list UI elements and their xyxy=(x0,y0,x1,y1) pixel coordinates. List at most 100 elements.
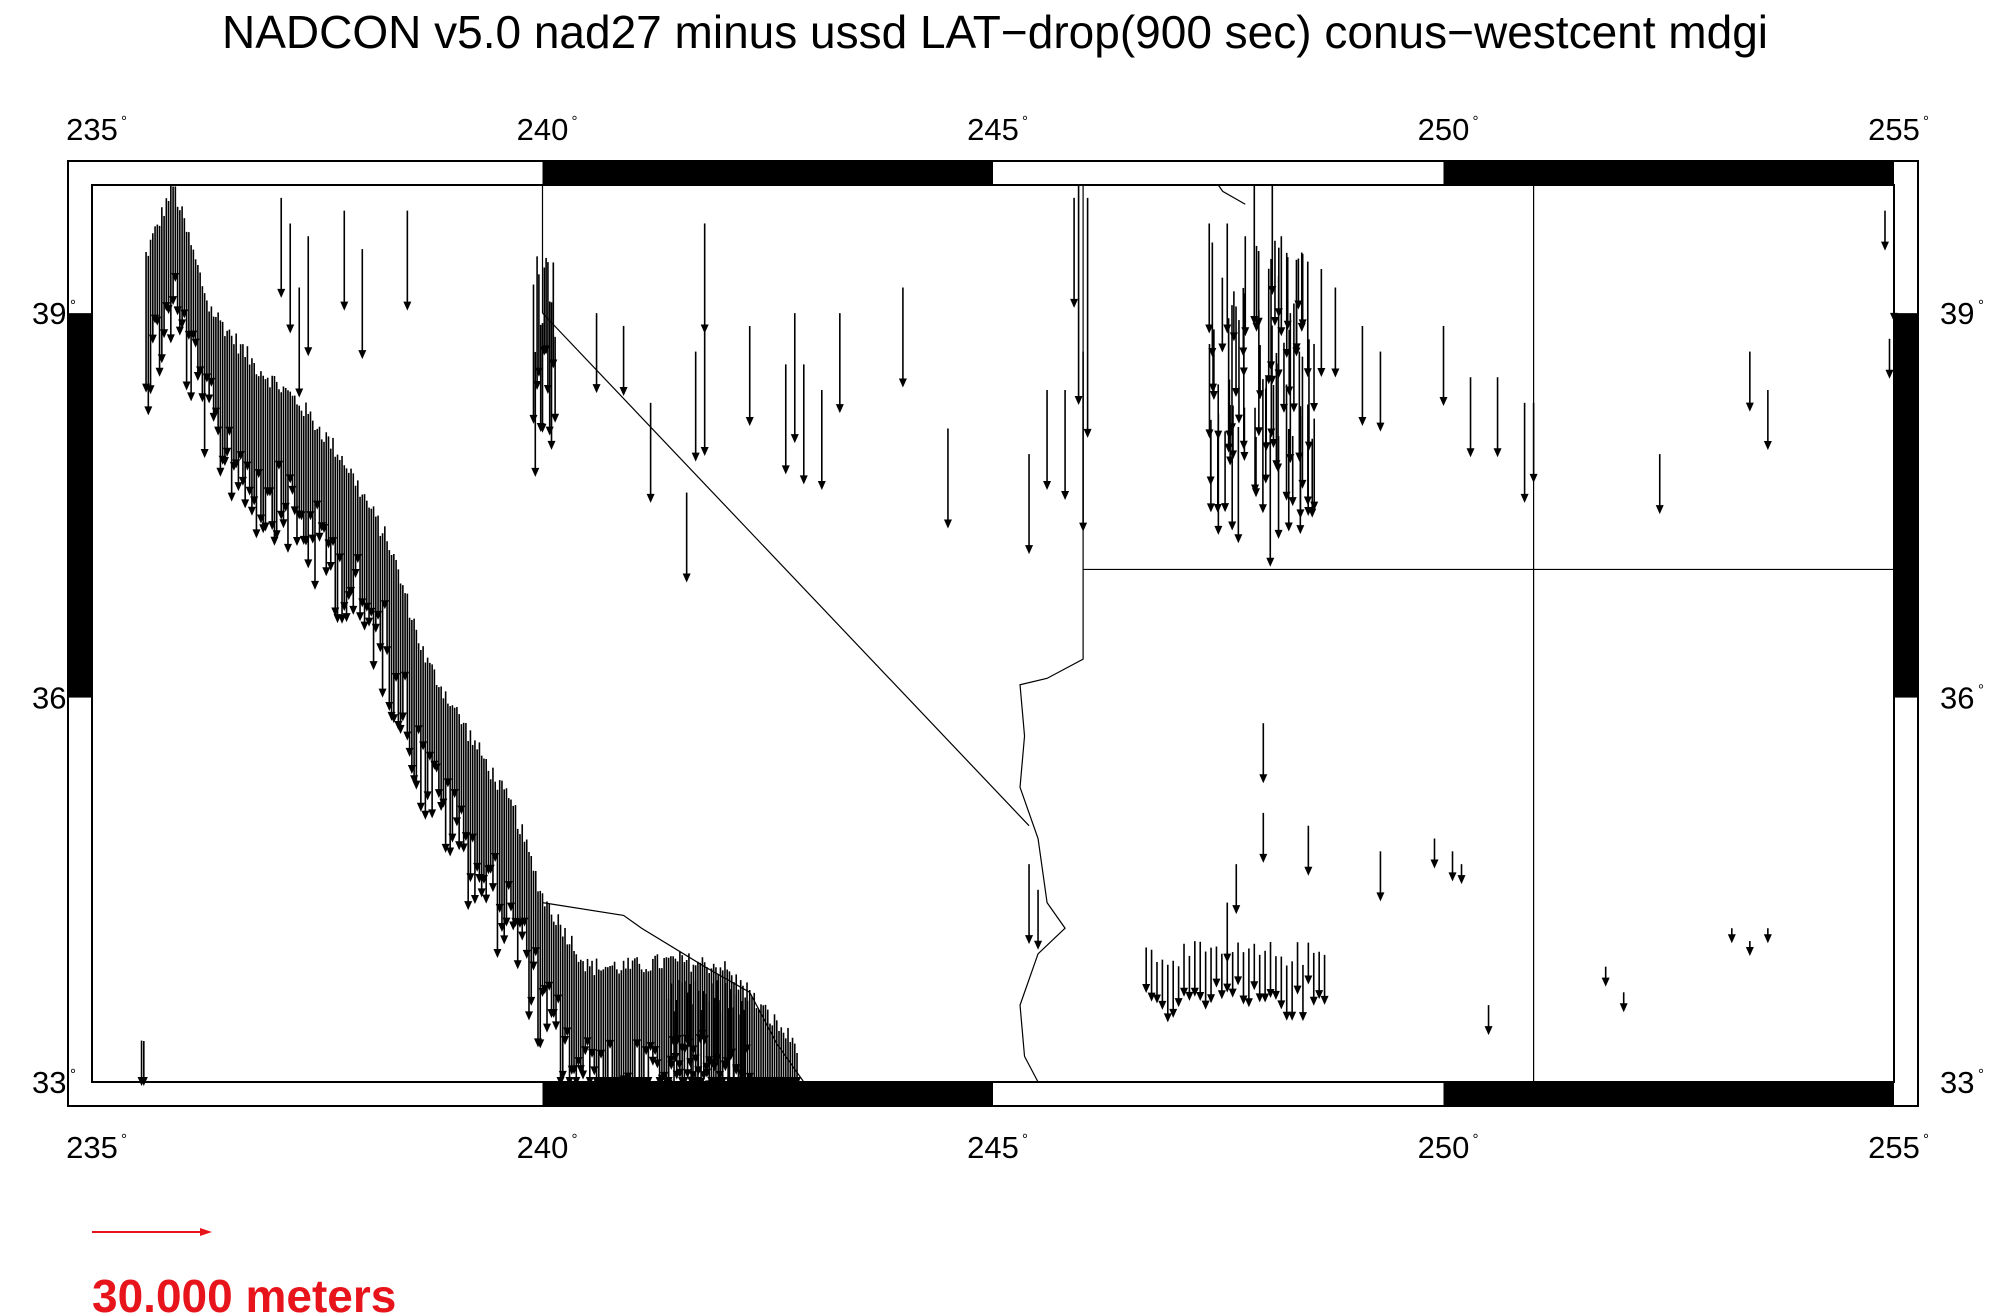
vector-head xyxy=(670,1085,679,1095)
vector-head xyxy=(1259,853,1268,863)
vector-arrow xyxy=(1255,954,1264,1003)
vector-arrow xyxy=(205,311,214,404)
vector-head xyxy=(1258,504,1267,514)
vector-head xyxy=(144,406,153,416)
vector-head xyxy=(261,522,270,532)
vector-head xyxy=(1292,347,1301,357)
vector-arrow xyxy=(565,944,574,1086)
vector-arrow xyxy=(579,961,588,1080)
lon-tick-top-235: 235 xyxy=(66,112,118,147)
vector-head xyxy=(1239,347,1248,357)
vector-head xyxy=(551,413,560,423)
vector-arrow xyxy=(169,186,178,306)
vector-head xyxy=(543,1023,552,1033)
vector-head xyxy=(1296,525,1305,535)
lat-tick-left-36: 36 xyxy=(32,681,66,716)
vector-head xyxy=(675,1060,684,1070)
vector-head xyxy=(304,347,313,357)
vector-head xyxy=(529,414,538,424)
vector-head xyxy=(1308,508,1317,518)
vector-arrow xyxy=(1885,338,1894,379)
vector-head xyxy=(646,493,655,503)
vector-head xyxy=(369,661,378,671)
vector-head xyxy=(1331,368,1340,378)
vector-head xyxy=(351,568,360,578)
vector-head xyxy=(531,467,540,477)
vector-head xyxy=(1303,368,1312,378)
vector-head xyxy=(1282,1011,1291,1021)
vector-arrow xyxy=(1317,268,1326,378)
vector-arrow xyxy=(1520,402,1529,503)
vector-arrow xyxy=(1304,942,1313,985)
vector-head xyxy=(358,350,367,360)
vector-arrow xyxy=(1529,402,1538,483)
vector-head xyxy=(459,843,468,853)
vector-head xyxy=(619,386,628,396)
vector-head xyxy=(1213,503,1222,513)
vector-arrow xyxy=(1239,287,1248,357)
lat-tick-left-36-degree: ° xyxy=(70,682,76,699)
vector-arrow xyxy=(1241,236,1250,337)
ca-nv-border-diagonal xyxy=(542,312,1030,827)
vector-arrow xyxy=(1147,949,1156,1002)
vector-head xyxy=(365,617,374,627)
vector-head xyxy=(1209,391,1218,401)
vector-arrow xyxy=(500,789,509,945)
vector-arrow xyxy=(1266,434,1275,567)
vector-arrow xyxy=(1213,436,1222,513)
vector-head xyxy=(1228,450,1237,460)
vector-arrow xyxy=(533,256,542,390)
vector-head xyxy=(423,791,432,801)
vector-arrow xyxy=(1267,356,1276,438)
vector-head xyxy=(1239,995,1248,1005)
lon-tick-bottom-245-degree: ° xyxy=(1022,1131,1028,1148)
vector-head xyxy=(1180,987,1189,997)
vector-head xyxy=(1207,994,1216,1004)
four-corners-lines xyxy=(1082,185,1894,571)
vector-head xyxy=(322,567,331,577)
vector-arrow xyxy=(1207,947,1216,1004)
vector-arrow xyxy=(1266,941,1275,999)
vector-arrow xyxy=(270,376,279,546)
vector-arrow xyxy=(592,313,601,394)
vector-head xyxy=(572,1077,581,1086)
vector-head xyxy=(315,532,324,542)
vector-arrow xyxy=(1285,329,1294,396)
vector-head xyxy=(295,388,304,398)
vector-arrow xyxy=(403,210,412,311)
vector-arrow xyxy=(286,223,295,334)
vector-arrow xyxy=(1201,951,1210,1010)
vector-head xyxy=(1043,481,1052,491)
lat-tick-right-39: 39 xyxy=(1940,296,1974,331)
vector-arrow xyxy=(1142,947,1151,994)
vector-arrow xyxy=(1025,454,1034,555)
vector-head xyxy=(1270,317,1279,327)
vector-head xyxy=(592,384,601,394)
river-north xyxy=(1217,184,1246,205)
lon-tick-top-235-degree: ° xyxy=(121,113,127,130)
vector-head xyxy=(1745,402,1754,412)
vector-head xyxy=(1292,343,1301,353)
vector-head xyxy=(1255,993,1264,1003)
vector-arrow xyxy=(416,650,425,812)
vector-head xyxy=(743,1044,752,1054)
vector-arrow xyxy=(536,324,545,433)
vector-arrow xyxy=(513,828,522,970)
vector-arrow xyxy=(279,386,288,529)
vector-arrow xyxy=(1430,838,1439,869)
vector-arrow xyxy=(1282,252,1291,358)
vector-arrow xyxy=(292,404,301,547)
vector-head xyxy=(1190,987,1199,997)
vector-head xyxy=(1529,473,1538,483)
vector-arrow xyxy=(146,239,155,395)
vector-head xyxy=(1206,503,1215,513)
vector-arrow xyxy=(1251,407,1260,494)
vector-arrow xyxy=(538,323,547,433)
vector-head xyxy=(724,1084,733,1094)
vector-head xyxy=(227,492,236,502)
vector-arrow xyxy=(542,257,551,355)
vector-arrow xyxy=(581,971,590,1056)
vector-arrow xyxy=(1180,943,1189,997)
vector-arrow xyxy=(234,353,243,492)
vector-head xyxy=(1282,348,1291,358)
